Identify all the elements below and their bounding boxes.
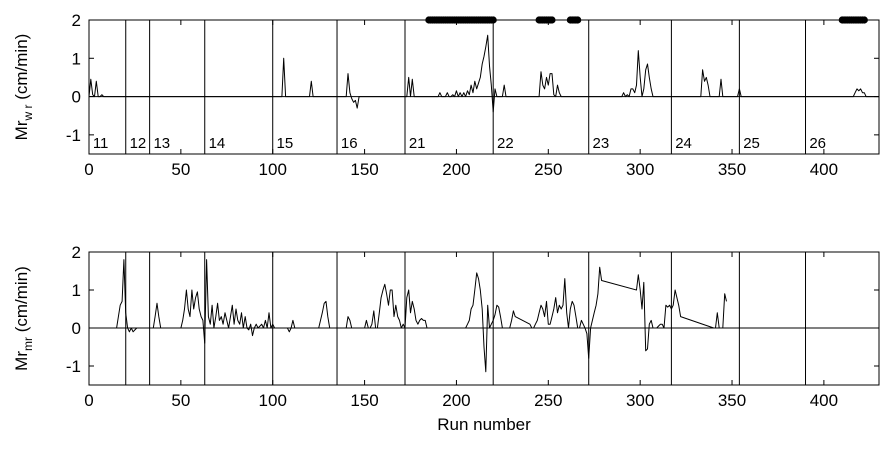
run-label: 15 <box>277 135 294 152</box>
y-axis-label: Mrmr (cm/min) <box>12 266 35 371</box>
y-axis-label: Mrw r (cm/min) <box>12 34 35 141</box>
y-tick-label: 0 <box>72 88 81 107</box>
x-tick-label: 400 <box>810 391 838 410</box>
x-tick-label: 0 <box>84 160 93 179</box>
y-tick-label: 2 <box>72 11 81 30</box>
run-label: 22 <box>497 135 514 152</box>
y-axis-label-unit: (cm/min) <box>12 34 31 105</box>
run-label: 24 <box>675 135 692 152</box>
run-label: 14 <box>209 135 226 152</box>
run-label: 13 <box>153 135 170 152</box>
y-tick-label: -1 <box>66 357 81 376</box>
run-label: 23 <box>593 135 610 152</box>
y-tick-label: 1 <box>72 49 81 68</box>
plot-frame <box>89 20 879 154</box>
series-line <box>89 35 879 112</box>
run-label: 16 <box>341 135 358 152</box>
run-label: 21 <box>409 135 426 152</box>
y-axis-label-sub: mr <box>21 337 35 351</box>
y-axis-label-main: Mr <box>12 351 31 371</box>
marker-dot <box>861 16 868 23</box>
x-tick-label: 0 <box>84 391 93 410</box>
x-tick-label: 250 <box>534 160 562 179</box>
run-label: 12 <box>130 135 147 152</box>
y-tick-label: -1 <box>66 126 81 145</box>
marker-dot <box>548 16 555 23</box>
x-tick-label: 200 <box>442 391 470 410</box>
plot-frame <box>89 252 879 385</box>
y-tick-label: 1 <box>72 281 81 300</box>
y-axis-label-unit: (cm/min) <box>12 266 31 337</box>
marker-dot <box>574 16 581 23</box>
x-tick-label: 150 <box>350 160 378 179</box>
run-label: 25 <box>743 135 760 152</box>
y-axis-label-main: Mr <box>12 120 31 140</box>
x-axis-label: Run number <box>437 415 531 434</box>
x-tick-label: 350 <box>718 160 746 179</box>
x-tick-label: 200 <box>442 160 470 179</box>
x-tick-label: 150 <box>350 391 378 410</box>
run-label: 11 <box>93 135 109 152</box>
x-tick-label: 250 <box>534 391 562 410</box>
x-tick-label: 50 <box>171 160 190 179</box>
marker-dot <box>490 16 497 23</box>
x-tick-label: 400 <box>810 160 838 179</box>
x-tick-label: 350 <box>718 391 746 410</box>
y-axis-label-sub: w r <box>21 105 35 122</box>
y-tick-label: 0 <box>72 319 81 338</box>
x-tick-label: 100 <box>259 160 287 179</box>
run-label: 26 <box>809 135 826 152</box>
series-line <box>117 260 727 372</box>
x-tick-label: 50 <box>171 391 190 410</box>
x-tick-label: 300 <box>626 391 654 410</box>
x-tick-label: 300 <box>626 160 654 179</box>
y-tick-label: 2 <box>72 243 81 262</box>
x-tick-label: 100 <box>259 391 287 410</box>
